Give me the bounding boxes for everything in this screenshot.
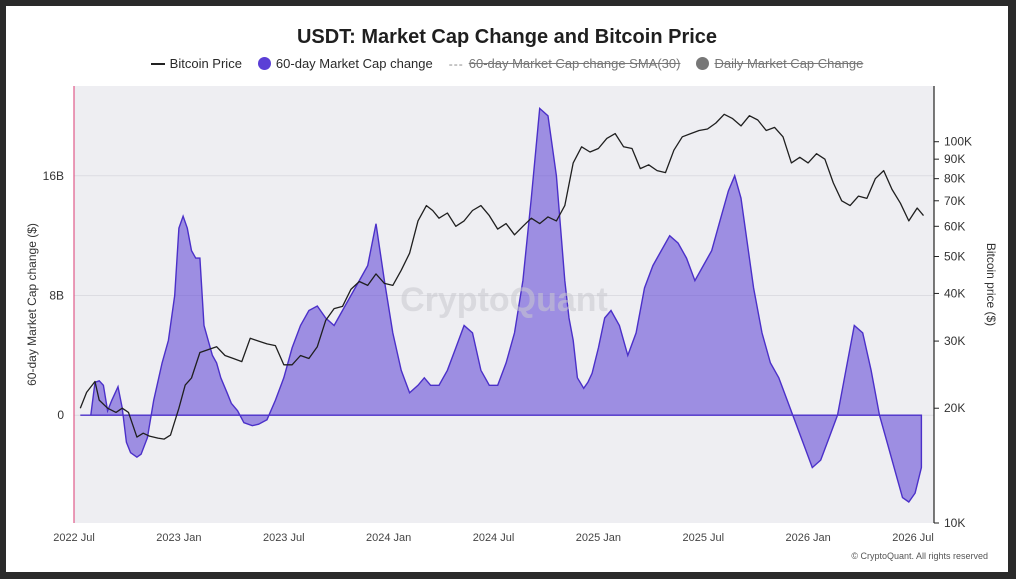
x-tick-label: 2026 Jul bbox=[892, 532, 934, 544]
chart-legend: Bitcoin Price 60-day Market Cap change -… bbox=[6, 56, 1008, 71]
legend-item-bitcoin-price[interactable]: Bitcoin Price bbox=[150, 56, 242, 71]
y-right-tick-label: 40K bbox=[944, 286, 965, 300]
chart-frame: USDT: Market Cap Change and Bitcoin Pric… bbox=[6, 6, 1008, 572]
y-left-tick-label: 8B bbox=[49, 289, 64, 303]
x-tick-label: 2022 Jul bbox=[53, 532, 95, 544]
y-right-tick-label: 10K bbox=[944, 516, 965, 530]
y-right-tick-label: 60K bbox=[944, 219, 965, 233]
legend-dot-icon bbox=[257, 57, 271, 70]
y-right-tick-label: 50K bbox=[944, 249, 965, 263]
legend-item-sma-30[interactable]: --- 60-day Market Cap change SMA(30) bbox=[449, 56, 681, 71]
x-tick-label: 2025 Jul bbox=[682, 532, 724, 544]
legend-dash-icon: --- bbox=[448, 56, 464, 71]
legend-label: 60-day Market Cap change SMA(30) bbox=[468, 56, 681, 71]
legend-label: Daily Market Cap Change bbox=[714, 56, 864, 71]
chart-title: USDT: Market Cap Change and Bitcoin Pric… bbox=[296, 26, 718, 48]
y-right-tick-label: 30K bbox=[944, 334, 965, 348]
x-tick-label: 2026 Jan bbox=[786, 532, 831, 544]
x-tick-label: 2023 Jul bbox=[263, 532, 305, 544]
x-tick-label: 2024 Jul bbox=[473, 532, 515, 544]
y-axis-left-label: 60-day Market Cap change ($) bbox=[25, 223, 39, 386]
y-right-tick-label: 80K bbox=[944, 172, 965, 186]
y-left-tick-label: 16B bbox=[43, 169, 64, 183]
market-cap-change-area bbox=[80, 106, 923, 503]
y-right-tick-label: 90K bbox=[944, 152, 965, 166]
y-right-tick-label: 100K bbox=[944, 135, 972, 149]
y-axis-right-label: Bitcoin price ($) bbox=[984, 243, 998, 326]
legend-line-icon bbox=[150, 62, 165, 65]
y-right-tick-label: 70K bbox=[944, 194, 965, 208]
y-right-tick-label: 20K bbox=[944, 401, 965, 415]
legend-dot-icon bbox=[696, 57, 710, 70]
x-tick-label: 2024 Jan bbox=[366, 532, 411, 544]
bitcoin-price-line bbox=[79, 113, 925, 440]
chart-canvas: CryptoQuant 0 8B 16B 10K 20K 30K 40K 50K 60K 70K 8… bbox=[25, 86, 998, 561]
legend-label: 60-day Market Cap change bbox=[275, 56, 433, 71]
legend-item-60-day-market-cap-change[interactable]: 60-day Market Cap change bbox=[257, 56, 433, 71]
legend-label: Bitcoin Price bbox=[169, 56, 242, 71]
watermark: CryptoQuant bbox=[400, 281, 608, 319]
y-left-tick-label: 0 bbox=[57, 408, 64, 422]
legend-item-daily-market-cap-change[interactable]: Daily Market Cap Change bbox=[696, 56, 863, 71]
x-tick-label: 2023 Jan bbox=[156, 532, 201, 544]
copyright-text: © CryptoQuant. All rights reserved bbox=[851, 551, 988, 561]
x-tick-label: 2025 Jan bbox=[576, 532, 621, 544]
